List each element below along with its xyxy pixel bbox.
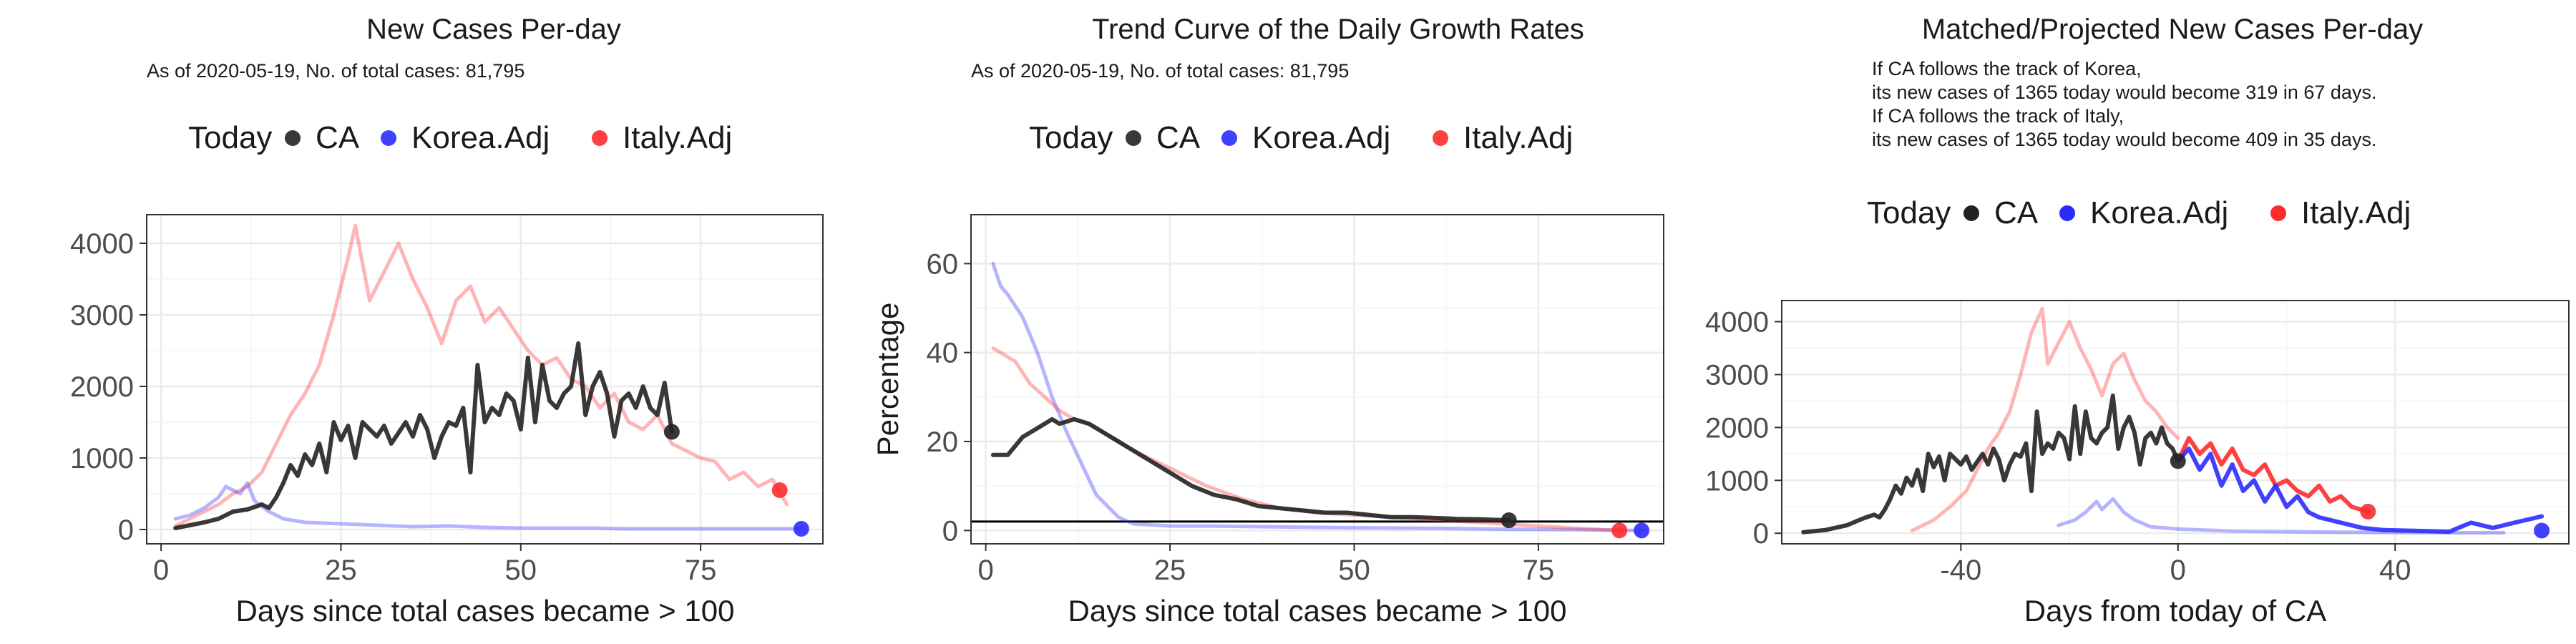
x-axis-title: Days since total cases became > 100: [236, 594, 735, 628]
today-point-italy-adj: [771, 482, 788, 498]
panel-border: [970, 214, 1664, 545]
panel-border: [1781, 300, 2570, 545]
x-tick-label: 75: [1523, 555, 1555, 586]
legend-key-italy-adj: [2270, 205, 2286, 221]
legend-title: Today: [1867, 195, 1951, 230]
y-tick-label: 4000: [1705, 307, 1769, 338]
legend-label: CA: [1156, 120, 1201, 155]
today-point-italy-adj: [1611, 522, 1628, 539]
legend-label: Italy.Adj: [2301, 195, 2411, 230]
x-tick-label: 0: [977, 555, 993, 586]
x-axis-title: Days from today of CA: [2024, 594, 2326, 628]
legend-label: Italy.Adj: [623, 120, 732, 155]
chart-2: Trend Curve of the Daily Growth Rates As …: [871, 14, 1664, 628]
y-tick-label: 1000: [1705, 465, 1769, 497]
legend-key-korea-adj: [1221, 130, 1237, 146]
chart-subtitle-line: its new cases of 1365 today would become…: [1872, 82, 2376, 103]
x-tick-label: 0: [2170, 555, 2186, 586]
x-tick-label: 50: [1338, 555, 1370, 586]
y-tick-label: 0: [118, 514, 134, 546]
chart-subtitle-line: As of 2020-05-19, No. of total cases: 81…: [147, 60, 525, 82]
legend-key-ca: [1963, 205, 1979, 221]
legend-key-ca: [1126, 130, 1141, 146]
series-line-italy-adj: [991, 346, 1621, 532]
x-tick-label: 40: [2379, 555, 2411, 586]
series-group: [971, 261, 1664, 532]
today-point-ca: [1501, 512, 1517, 529]
y-tick-label: 4000: [70, 228, 134, 260]
x-axis-title: Days since total cases became > 100: [1068, 594, 1567, 628]
series-line-korea-adj: [991, 261, 1644, 532]
today-point-korea-adj: [793, 521, 809, 537]
series-line-italy-adj-past: [1910, 306, 2180, 532]
chart-3: Matched/Projected New Cases Per-day If CA…: [1705, 14, 2570, 628]
today-point-korea-adj: [2534, 522, 2550, 539]
series-group: [1801, 306, 2545, 535]
chart-1: New Cases Per-day As of 2020-05-19, No. o…: [70, 14, 824, 628]
chart-subtitle-line: its new cases of 1365 today would become…: [1872, 129, 2376, 150]
y-tick-label: 1000: [70, 443, 134, 474]
chart-subtitle-line: If CA follows the track of Italy,: [1872, 105, 2124, 127]
y-tick-label: 2000: [70, 371, 134, 403]
legend-key-korea-adj: [2059, 205, 2075, 221]
legend-key-korea-adj: [381, 130, 396, 146]
y-tick-label: 2000: [1705, 412, 1769, 444]
today-point-ca: [663, 424, 680, 440]
y-tick-label: 40: [927, 338, 959, 369]
series-group: [173, 223, 804, 531]
panel-grid: [1782, 301, 2569, 544]
chart-legend: Today CA Korea.Adj Italy.Adj: [1867, 195, 2411, 230]
legend-key-ca: [285, 130, 301, 146]
legend-label: CA: [316, 120, 360, 155]
x-tick-label: 25: [325, 555, 357, 586]
legend-key-italy-adj: [592, 130, 608, 146]
today-point-korea-adj: [1634, 522, 1650, 539]
y-tick-label: 20: [927, 426, 959, 458]
series-line-ca: [173, 341, 674, 530]
x-tick-label: 0: [153, 555, 169, 586]
series-line-korea-adj: [173, 481, 804, 531]
legend-key-italy-adj: [1433, 130, 1448, 146]
chart-legend: Today CA Korea.Adj Italy.Adj: [188, 120, 732, 155]
x-tick-label: 75: [685, 555, 717, 586]
legend-label: Korea.Adj: [1252, 120, 1390, 155]
chart-legend: Today CA Korea.Adj Italy.Adj: [1029, 120, 1573, 155]
y-tick-label: 3000: [1705, 359, 1769, 391]
chart-subtitle-line: If CA follows the track of Korea,: [1872, 58, 2142, 79]
x-tick-label: 25: [1154, 555, 1186, 586]
series-line-ca: [1801, 394, 2180, 535]
series-line-ca: [990, 416, 1511, 523]
legend-title: Today: [1029, 120, 1113, 155]
legend-label: CA: [1994, 195, 2039, 230]
chart-title: Trend Curve of the Daily Growth Rates: [1092, 14, 1584, 45]
panel-grid: [147, 215, 823, 544]
x-tick-label: -40: [1940, 555, 1981, 586]
series-line-italy-adj-projected: [2175, 436, 2371, 514]
legend-label: Italy.Adj: [1463, 120, 1573, 155]
y-tick-label: 0: [1753, 518, 1769, 550]
chart-title: New Cases Per-day: [366, 14, 621, 45]
today-point-ca: [2170, 453, 2186, 469]
legend-title: Today: [188, 120, 272, 155]
y-tick-label: 3000: [70, 300, 134, 331]
y-axis-title: Percentage: [871, 303, 904, 457]
y-tick-label: 60: [927, 248, 959, 280]
series-line-korea-adj-projected: [2175, 447, 2545, 534]
legend-label: Korea.Adj: [2090, 195, 2228, 230]
panel-border: [146, 214, 824, 545]
today-point-italy-adj: [2360, 503, 2376, 519]
y-tick-label: 0: [942, 515, 958, 547]
x-tick-label: 50: [505, 555, 537, 586]
legend-label: Korea.Adj: [411, 120, 550, 155]
panel-grid: [971, 215, 1664, 544]
series-line-italy-adj: [173, 223, 789, 528]
chart-subtitle-line: As of 2020-05-19, No. of total cases: 81…: [971, 60, 1349, 82]
chart-title: Matched/Projected New Cases Per-day: [1922, 14, 2423, 45]
series-line-korea-adj-past: [2057, 497, 2506, 535]
